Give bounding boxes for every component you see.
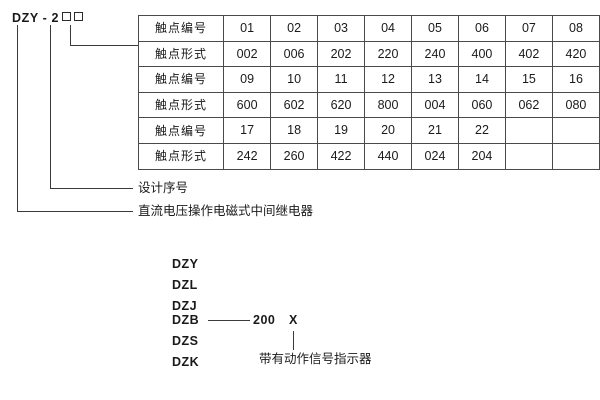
table-cell: [504, 142, 553, 170]
leader-line-relay-stem: [17, 25, 18, 211]
table-row: 触点编号 17 18 19 20 21 22: [137, 117, 600, 144]
series-item-4: DZS: [172, 334, 199, 348]
table-cell: 12: [364, 66, 412, 93]
table-cell: 204: [457, 142, 506, 170]
table-cell: 20: [364, 117, 412, 144]
table-row-label: 触点编号: [137, 15, 225, 42]
table-cell: 402: [504, 40, 553, 68]
table-cell: 04: [364, 15, 412, 42]
table-row: 触点形式 002 006 202 220 240 400 402 420: [137, 40, 600, 68]
table-cell: 004: [411, 91, 459, 119]
table-cell: 11: [317, 66, 366, 93]
table-cell: 602: [270, 91, 319, 119]
table-cell: 17: [223, 117, 272, 144]
series-suffix: X: [289, 313, 298, 327]
table-cell: [504, 117, 553, 144]
table-cell: 13: [411, 66, 459, 93]
contact-table: 触点编号 01 02 03 04 05 06 07 08 触点形式 002 006 202 220 240 4…: [137, 15, 600, 170]
model-code-prefix: DZY - 2: [12, 11, 60, 25]
table-cell: 062: [504, 91, 553, 119]
table-cell: 03: [317, 15, 366, 42]
suffix-note: 带有动作信号指示器: [259, 351, 372, 366]
table-cell: [551, 117, 600, 144]
series-item-3: DZB: [172, 313, 200, 327]
leader-line-design-arm: [50, 188, 133, 189]
table-cell: 600: [223, 91, 272, 119]
table-cell: 06: [457, 15, 506, 42]
table-row-label: 触点形式: [137, 142, 225, 170]
table-cell: 10: [270, 66, 319, 93]
table-row: 触点编号 01 02 03 04 05 06 07 08: [137, 15, 600, 42]
series-item-2: DZJ: [172, 299, 198, 313]
table-cell: 05: [411, 15, 459, 42]
leader-line-design-stem: [50, 25, 51, 188]
table-row-label: 触点编号: [137, 66, 225, 93]
table-cell: 07: [504, 15, 553, 42]
leader-line-relay-arm: [17, 211, 133, 212]
leader-line-contact-arm: [70, 45, 138, 46]
table-cell: [551, 142, 600, 170]
table-cell: 060: [457, 91, 506, 119]
table-cell: 242: [223, 142, 272, 170]
leader-line-contact-stem: [70, 25, 71, 45]
table-cell: 002: [223, 40, 272, 68]
table-cell: 080: [551, 91, 600, 119]
table-cell: 15: [504, 66, 553, 93]
table-cell: 08: [551, 15, 600, 42]
table-cell: 240: [411, 40, 459, 68]
table-row-label: 触点形式: [137, 40, 225, 68]
table-row: 触点形式 242 260 422 440 024 204: [137, 142, 600, 170]
annotation-relay-description: 直流电压操作电磁式中间继电器: [138, 203, 314, 218]
table-cell: 01: [223, 15, 272, 42]
table-cell: 420: [551, 40, 600, 68]
table-cell: 024: [411, 142, 459, 170]
series-item-0: DZY: [172, 257, 199, 271]
table-cell: 400: [457, 40, 506, 68]
table-row: 触点编号 09 10 11 12 13 14 15 16: [137, 66, 600, 93]
table-cell: 18: [270, 117, 319, 144]
contact-table-body: 触点编号 01 02 03 04 05 06 07 08 触点形式 002 006 202 220 240 4…: [137, 15, 600, 170]
table-cell: 14: [457, 66, 506, 93]
table-cell: 22: [457, 117, 506, 144]
table-cell: 16: [551, 66, 600, 93]
suffix-drop-line: [293, 331, 294, 350]
table-row: 触点形式 600 602 620 800 004 060 062 080: [137, 91, 600, 119]
model-code-box-2: [74, 12, 84, 21]
series-connector-line: [208, 320, 250, 321]
table-cell: 800: [364, 91, 412, 119]
annotation-design-serial: 设计序号: [138, 180, 189, 195]
model-code-label: DZY - 2: [12, 11, 84, 25]
table-cell: 260: [270, 142, 319, 170]
series-item-5: DZK: [172, 355, 200, 369]
series-value: 200: [253, 313, 276, 327]
table-cell: 202: [317, 40, 366, 68]
table-cell: 620: [317, 91, 366, 119]
table-cell: 220: [364, 40, 412, 68]
table-cell: 21: [411, 117, 459, 144]
table-cell: 422: [317, 142, 366, 170]
table-row-label: 触点编号: [137, 117, 225, 144]
table-cell: 02: [270, 15, 319, 42]
series-item-1: DZL: [172, 278, 198, 292]
table-cell: 09: [223, 66, 272, 93]
model-code-box-1: [62, 12, 72, 21]
table-row-label: 触点形式: [137, 91, 225, 119]
table-cell: 440: [364, 142, 412, 170]
table-cell: 19: [317, 117, 366, 144]
table-cell: 006: [270, 40, 319, 68]
